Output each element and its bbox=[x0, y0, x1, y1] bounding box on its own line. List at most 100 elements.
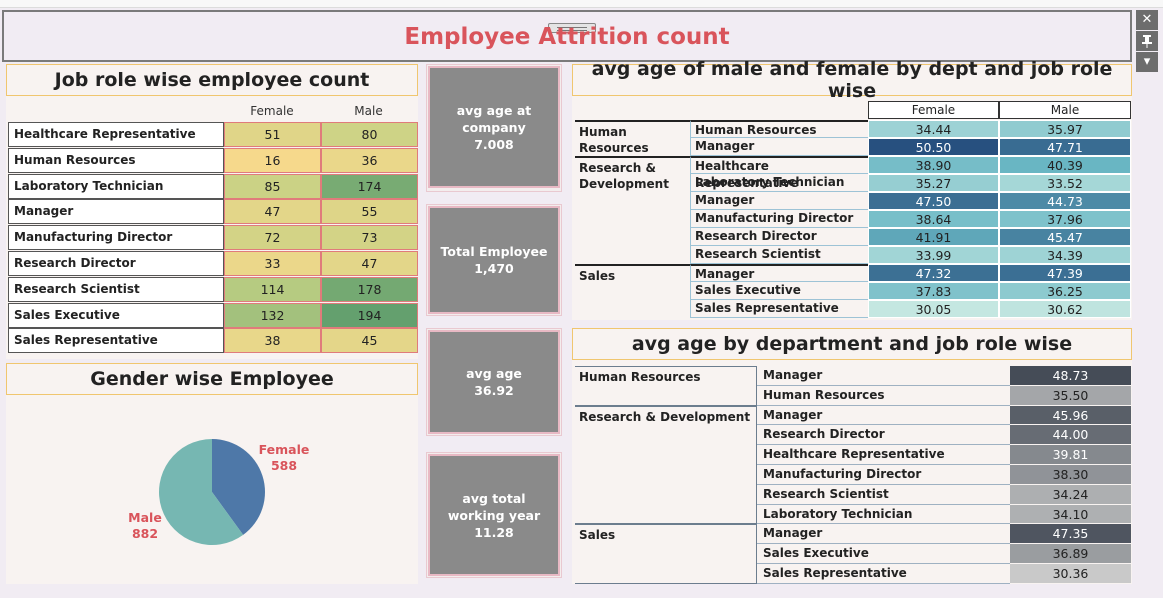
male-age-cell: 34.39 bbox=[999, 246, 1131, 264]
male-legend: Male 882 bbox=[122, 510, 168, 542]
female-count-cell: 114 bbox=[224, 276, 321, 302]
job-role-label: Healthcare Representative bbox=[690, 156, 868, 190]
kpi-value: 11.28 bbox=[474, 524, 514, 540]
job-role-label: Laboratory Technician bbox=[690, 174, 868, 192]
job-role-label: Sales Executive bbox=[8, 302, 224, 328]
job-role-label: Sales Executive bbox=[690, 282, 868, 300]
job-role-label: Manager bbox=[757, 524, 1010, 545]
job-role-title: Job role wise employee count bbox=[6, 64, 418, 96]
male-count-cell: 194 bbox=[321, 302, 418, 328]
female-age-cell: 35.27 bbox=[868, 174, 999, 192]
job-role-row: Manager 47 55 bbox=[8, 199, 418, 225]
avg-age-cell: 35.50 bbox=[1010, 385, 1131, 406]
avg-age-cell: 48.73 bbox=[1010, 366, 1131, 386]
male-slice[interactable] bbox=[159, 439, 244, 545]
female-count-cell: 132 bbox=[224, 302, 321, 328]
kpi-value: 7.008 bbox=[474, 136, 514, 152]
female-legend: Female 588 bbox=[256, 442, 312, 474]
female-age-cell: 47.32 bbox=[868, 264, 999, 282]
job-role-label: Manufacturing Director bbox=[757, 465, 1010, 485]
kpi-value: 1,470 bbox=[474, 261, 514, 276]
avg-age-cell: 36.89 bbox=[1010, 544, 1131, 564]
job-role-label: Sales Representative bbox=[8, 328, 224, 354]
top-strip bbox=[0, 0, 1163, 8]
female-count-cell: 33 bbox=[224, 251, 321, 276]
job-role-label: Laboratory Technician bbox=[757, 505, 1010, 525]
female-age-cell: 38.64 bbox=[868, 210, 999, 228]
female-age-cell: 30.05 bbox=[868, 300, 999, 318]
job-role-row: Research Director 33 47 bbox=[8, 251, 418, 276]
female-label: Female bbox=[258, 442, 310, 457]
female-count-cell: 38 bbox=[224, 328, 321, 354]
close-icon[interactable]: ✕ bbox=[1136, 10, 1158, 30]
age-gender-title: avg age of male and female by dept and j… bbox=[572, 58, 1132, 102]
avg-age-cell: 34.24 bbox=[1010, 484, 1131, 505]
job-role-label: Research Director bbox=[8, 251, 224, 276]
avg-age-cell: 45.96 bbox=[1010, 405, 1131, 426]
female-slice[interactable] bbox=[212, 439, 265, 535]
male-age-cell: 45.47 bbox=[999, 228, 1131, 246]
female-age-cell: 47.50 bbox=[868, 192, 999, 210]
male-age-cell: 47.71 bbox=[999, 138, 1131, 156]
male-count-cell: 73 bbox=[321, 225, 418, 251]
male-age-cell: 47.39 bbox=[999, 264, 1131, 282]
dept-label: Sales bbox=[575, 264, 690, 318]
job-role-label: Manager bbox=[757, 406, 1010, 426]
dept-label: Sales bbox=[575, 524, 757, 584]
job-role-label: Manager bbox=[8, 199, 224, 225]
kpi-value: 36.92 bbox=[474, 383, 514, 398]
female-age-cell: 50.50 bbox=[868, 138, 999, 156]
male-age-cell: 37.96 bbox=[999, 210, 1131, 228]
kpi-avg-total-working-year: avg total working year 11.28 bbox=[428, 454, 560, 576]
female-count-cell: 47 bbox=[224, 199, 321, 225]
avg-age-cell: 47.35 bbox=[1010, 524, 1131, 545]
column-header-male: Male bbox=[999, 101, 1131, 119]
avg-age-cell: 44.00 bbox=[1010, 425, 1131, 446]
job-role-label: Research Scientist bbox=[690, 246, 868, 264]
dashboard-title: Employee Attrition count bbox=[404, 24, 730, 50]
female-count-cell: 85 bbox=[224, 173, 321, 199]
job-role-label: Healthcare Representative bbox=[8, 122, 224, 147]
job-role-row: Healthcare Representative 51 80 bbox=[8, 122, 418, 147]
drag-handle[interactable] bbox=[548, 23, 596, 33]
job-role-label: Research Director bbox=[690, 228, 868, 246]
menu-icon[interactable]: ▾ bbox=[1136, 52, 1158, 72]
kpi-label: avg total working year bbox=[447, 490, 541, 523]
dept-label: Research & Development bbox=[575, 156, 690, 264]
avg-age-cell: 30.36 bbox=[1010, 564, 1131, 584]
dept-label: Research & Development bbox=[575, 405, 757, 525]
male-age-cell: 33.52 bbox=[999, 174, 1131, 192]
job-role-label: Human Resources bbox=[757, 386, 1010, 406]
job-role-label: Human Resources bbox=[690, 120, 868, 138]
job-role-label: Manufacturing Director bbox=[690, 210, 868, 228]
job-role-label: Research Scientist bbox=[757, 485, 1010, 505]
female-count-cell: 72 bbox=[224, 225, 321, 251]
title-bar: Employee Attrition count bbox=[2, 10, 1132, 62]
female-age-cell: 33.99 bbox=[868, 246, 999, 264]
job-role-label: Healthcare Representative bbox=[757, 445, 1010, 465]
column-header-female: Female bbox=[250, 104, 294, 118]
male-age-cell: 36.25 bbox=[999, 282, 1131, 300]
male-count-cell: 55 bbox=[321, 199, 418, 225]
job-role-row: Laboratory Technician 85 174 bbox=[8, 173, 418, 199]
male-age-cell: 35.97 bbox=[999, 120, 1131, 138]
column-header-female: Female bbox=[868, 101, 999, 119]
job-role-label: Research Director bbox=[757, 425, 1010, 446]
kpi-avg-age-at-company: avg age at company 7.008 bbox=[428, 66, 560, 188]
job-role-row: Manufacturing Director 72 73 bbox=[8, 225, 418, 251]
male-age-cell: 44.73 bbox=[999, 192, 1131, 210]
pin-icon[interactable] bbox=[1136, 31, 1158, 51]
male-count-cell: 80 bbox=[321, 122, 418, 147]
male-count-cell: 178 bbox=[321, 276, 418, 302]
dept-label: Human Resources bbox=[575, 366, 757, 406]
job-role-label: Sales Executive bbox=[757, 544, 1010, 564]
male-count-cell: 36 bbox=[321, 147, 418, 173]
kpi-total-employee: Total Employee 1,470 bbox=[428, 206, 560, 314]
female-count-cell: 51 bbox=[224, 122, 321, 147]
female-age-cell: 41.91 bbox=[868, 228, 999, 246]
age-dept-title: avg age by department and job role wise bbox=[572, 328, 1132, 360]
job-role-label: Manager bbox=[757, 366, 1010, 386]
kpi-label: avg age at company bbox=[456, 102, 532, 135]
job-role-label: Sales Representative bbox=[690, 300, 868, 318]
kpi-avg-age: avg age 36.92 bbox=[428, 330, 560, 434]
